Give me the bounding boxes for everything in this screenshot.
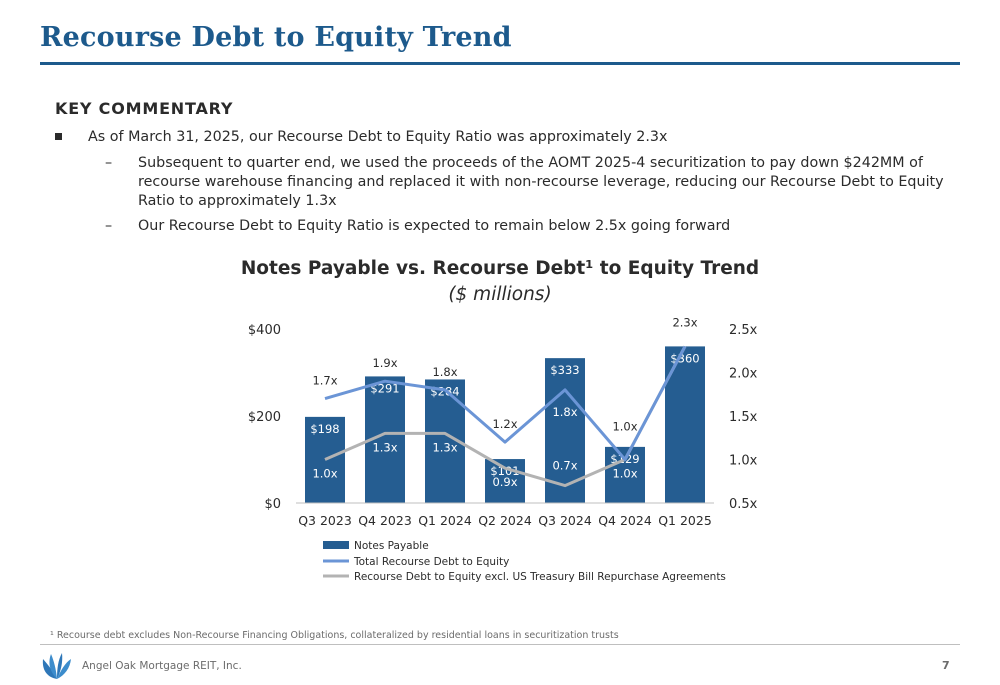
- right-axis-tick: 1.0x: [729, 454, 758, 469]
- sub-bullet-text: Our Recourse Debt to Equity Ratio is exp…: [138, 218, 731, 234]
- angel-oak-logo-icon: [42, 653, 71, 679]
- total-ratio-label: 2.3x: [672, 315, 697, 329]
- sub-bullet-text: Subsequent to quarter end, we used the p…: [138, 155, 944, 209]
- bar-notes-payable: [605, 446, 645, 503]
- excl-ratio-label: 0.7x: [552, 459, 577, 473]
- category-label: Q4 2024: [598, 513, 652, 528]
- footnote: ¹ Recourse debt excludes Non-Recourse Fi…: [50, 630, 619, 641]
- category-label: Q3 2023: [298, 513, 352, 528]
- left-axis-tick: $0: [264, 497, 281, 512]
- square-bullet-icon: [55, 133, 62, 140]
- category-label: Q2 2024: [478, 513, 532, 528]
- total-ratio-label: 1.2x: [492, 417, 517, 431]
- legend-swatch-notes-payable: [323, 541, 349, 549]
- bar-value-label: $291: [370, 381, 399, 395]
- bar-value-label: $101: [490, 464, 519, 478]
- total-ratio-label: 1.7x: [312, 374, 337, 388]
- dash-marker: –: [105, 155, 113, 171]
- excl-ratio-label: 0.9x: [492, 475, 517, 489]
- footer-divider: [40, 644, 960, 645]
- left-axis-tick: $400: [248, 323, 281, 338]
- bullet-text: As of March 31, 2025, our Recourse Debt …: [88, 129, 668, 145]
- right-axis-tick: 1.5x: [729, 410, 758, 425]
- company-name: Angel Oak Mortgage REIT, Inc.: [82, 660, 242, 672]
- right-axis-tick: 0.5x: [729, 497, 758, 512]
- excl-ratio-label: 1.3x: [432, 440, 457, 454]
- bar-value-label: $198: [310, 422, 339, 436]
- total-ratio-label: 1.0x: [612, 420, 637, 434]
- legend-label: Notes Payable: [354, 540, 429, 552]
- excl-ratio-label: 1.3x: [372, 440, 397, 454]
- bar-notes-payable: [305, 416, 345, 503]
- legend-label: Recourse Debt to Equity excl. US Treasur…: [354, 571, 726, 583]
- category-label: Q1 2025: [658, 513, 712, 528]
- page-number: 7: [942, 659, 950, 672]
- chart-subtitle: ($ millions): [448, 284, 552, 305]
- title-divider: [40, 62, 960, 65]
- page-title: Recourse Debt to Equity Trend: [40, 22, 512, 53]
- dash-marker: –: [105, 218, 113, 234]
- line-total-recourse: [324, 345, 687, 461]
- left-axis-tick: $200: [248, 410, 281, 425]
- commentary-heading: KEY COMMENTARY: [55, 99, 234, 118]
- right-axis-tick: 2.0x: [729, 367, 758, 382]
- excl-ratio-label: 1.0x: [612, 467, 637, 481]
- right-axis-tick: 2.5x: [729, 323, 758, 338]
- total-ratio-label: 1.9x: [372, 356, 397, 370]
- chart-title: Notes Payable vs. Recourse Debt¹ to Equi…: [240, 258, 760, 279]
- category-label: Q4 2023: [358, 513, 412, 528]
- category-label: Q3 2024: [538, 513, 592, 528]
- legend-label: Total Recourse Debt to Equity: [353, 556, 509, 568]
- total-ratio-label: 1.8x: [552, 405, 577, 419]
- total-ratio-label: 1.8x: [432, 365, 457, 379]
- bar-value-label: $333: [550, 363, 579, 377]
- excl-ratio-label: 1.0x: [312, 467, 337, 481]
- category-label: Q1 2024: [418, 513, 472, 528]
- bar-notes-payable: [485, 459, 525, 503]
